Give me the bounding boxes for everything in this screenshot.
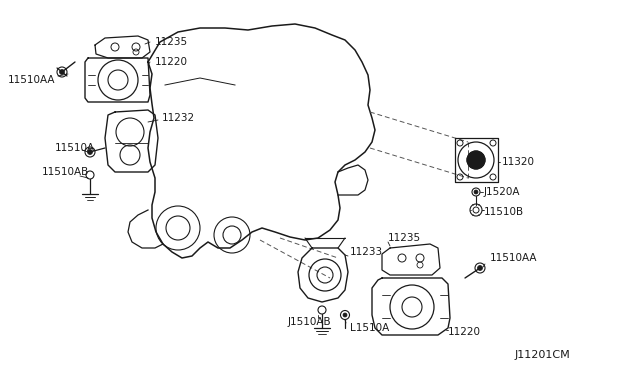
Text: J1510AB: J1510AB bbox=[288, 317, 332, 327]
Text: 11235: 11235 bbox=[155, 37, 188, 47]
Text: 11320: 11320 bbox=[502, 157, 535, 167]
Text: 11510AA: 11510AA bbox=[490, 253, 538, 263]
Circle shape bbox=[477, 266, 483, 270]
Text: 11510AA: 11510AA bbox=[8, 75, 56, 85]
Text: J11201CM: J11201CM bbox=[515, 350, 570, 360]
Text: 11235: 11235 bbox=[388, 233, 421, 243]
Text: 11220: 11220 bbox=[448, 327, 481, 337]
Text: 11220: 11220 bbox=[155, 57, 188, 67]
Circle shape bbox=[343, 313, 347, 317]
Circle shape bbox=[88, 150, 93, 154]
Circle shape bbox=[467, 151, 485, 169]
Text: L1510A: L1510A bbox=[350, 323, 389, 333]
Text: 11510AB: 11510AB bbox=[42, 167, 89, 177]
Text: 11510B: 11510B bbox=[484, 207, 524, 217]
Circle shape bbox=[60, 70, 65, 74]
Text: J1520A: J1520A bbox=[484, 187, 520, 197]
Text: 11232: 11232 bbox=[162, 113, 195, 123]
Circle shape bbox=[474, 190, 478, 194]
Text: 11233: 11233 bbox=[350, 247, 383, 257]
Text: 11510A: 11510A bbox=[55, 143, 95, 153]
